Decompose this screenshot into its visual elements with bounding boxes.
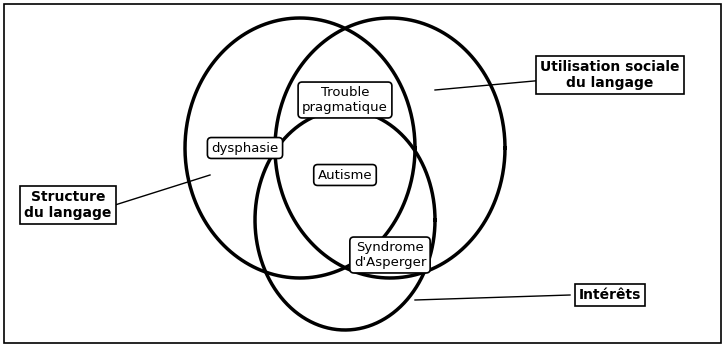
Text: Syndrome
d'Asperger: Syndrome d'Asperger (354, 241, 426, 269)
Text: Structure
du langage: Structure du langage (25, 190, 112, 220)
Text: dysphasie: dysphasie (212, 142, 278, 154)
Text: Autisme: Autisme (318, 169, 373, 181)
Text: Intérêts: Intérêts (579, 288, 641, 302)
Text: Utilisation sociale
du langage: Utilisation sociale du langage (540, 60, 680, 90)
Text: Trouble
pragmatique: Trouble pragmatique (302, 86, 388, 114)
